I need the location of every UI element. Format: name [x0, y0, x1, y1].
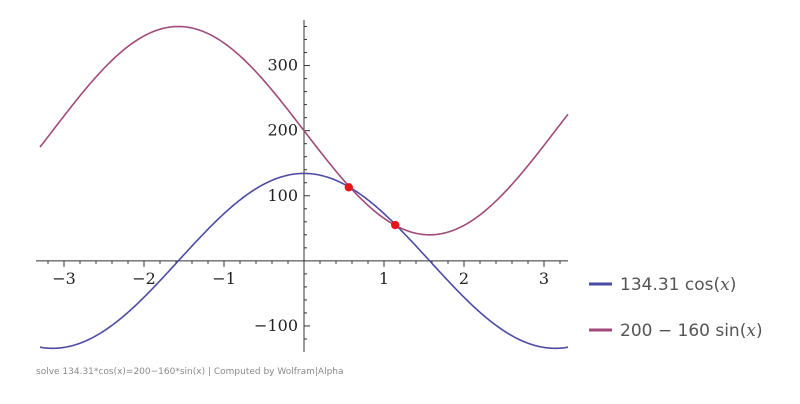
legend: 134.31 cos(x) 200 − 160 sin(x) [589, 275, 763, 341]
x-tick-label: −1 [212, 269, 236, 288]
legend-label-2: 200 − 160 sin(x) [620, 321, 763, 341]
intersection-point [344, 183, 353, 192]
footer-caption: solve 134.31*cos(x)=200−160*sin(x) | Com… [36, 367, 344, 377]
series-line-2 [39, 25, 569, 236]
intersection-point [391, 220, 400, 230]
x-tick-label: 2 [459, 269, 469, 288]
curves [39, 25, 569, 350]
x-tick-label: −3 [52, 269, 76, 288]
y-tick-label: 300 [267, 56, 298, 75]
y-tick-label: 100 [267, 186, 298, 205]
series-line-1 [39, 172, 569, 350]
legend-label-1: 134.31 cos(x) [620, 275, 736, 295]
x-tick-label: −2 [132, 269, 156, 288]
x-tick-label: 1 [379, 269, 389, 288]
x-tick-label: 3 [539, 269, 549, 288]
y-tick-label: 200 [267, 121, 298, 140]
axes: −3 −2 −1 1 2 3 −100 100 200 300 [36, 20, 568, 352]
intersection-points [344, 183, 400, 230]
y-tick-label: −100 [254, 316, 298, 335]
